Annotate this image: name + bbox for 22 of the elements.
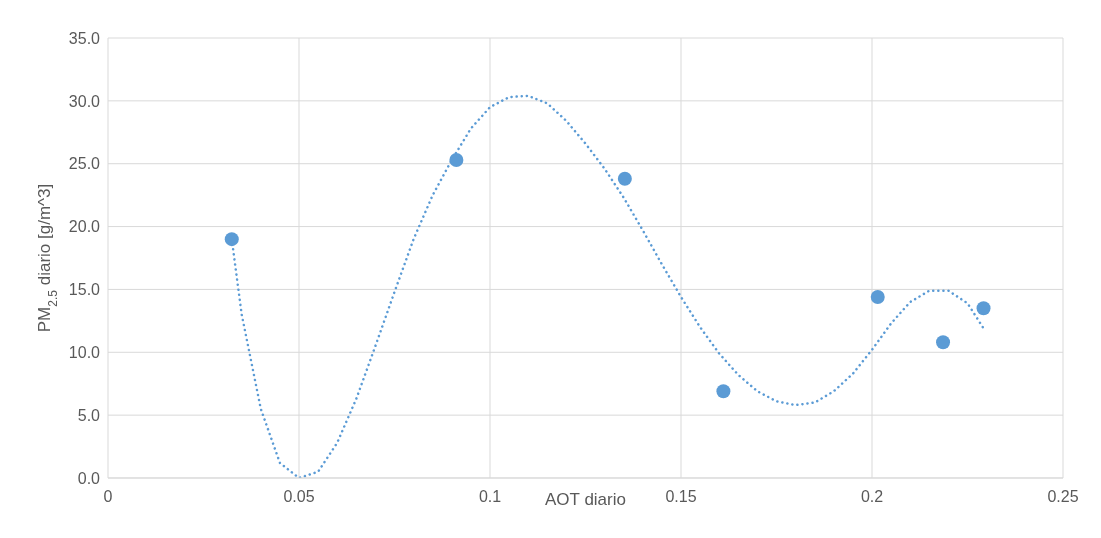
x-tick-label: 0.15 — [665, 488, 697, 505]
point — [224, 232, 239, 247]
x-tick-label: 0.2 — [860, 488, 884, 505]
y-tick-label: 0.0 — [77, 469, 101, 487]
x-tick-label: 0.1 — [478, 488, 502, 505]
x-axis-title: AOT diario — [545, 490, 626, 509]
y-tick-label: 15.0 — [68, 281, 101, 299]
x-tick-label: 0.05 — [283, 488, 315, 505]
y-tick-label: 10.0 — [68, 343, 101, 361]
point — [870, 289, 885, 304]
point — [716, 384, 731, 399]
x-tick-label: 0.25 — [1047, 488, 1079, 505]
y-tick-label: 25.0 — [68, 155, 101, 173]
y-tick-label: 35.0 — [68, 29, 101, 47]
y-tick-label: 5.0 — [77, 406, 101, 424]
point — [936, 335, 951, 350]
point — [617, 171, 632, 186]
x-tick-label: 0 — [103, 488, 113, 505]
y-tick-label: 30.0 — [68, 92, 101, 110]
point — [976, 301, 991, 316]
y-tick-label: 20.0 — [68, 218, 101, 236]
point — [449, 152, 464, 167]
